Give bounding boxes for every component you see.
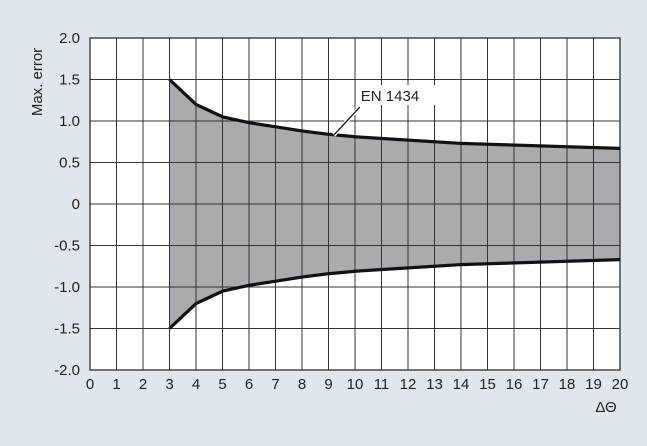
x-tick-label: 3 [165, 376, 173, 393]
y-tick-label: -1.0 [54, 279, 80, 296]
x-tick-label: 17 [532, 376, 549, 393]
x-tick-label: 18 [559, 376, 576, 393]
y-tick-label: 2.0 [59, 30, 80, 47]
x-tick-label: 11 [374, 376, 390, 393]
annotation-label-bg [357, 85, 442, 106]
x-tick-label: 7 [271, 376, 279, 393]
x-tick-label: 14 [453, 376, 470, 393]
x-tick-label: 1 [112, 376, 120, 393]
plot-frame [89, 37, 621, 371]
x-tick-label: 8 [298, 376, 306, 393]
x-tick-label: 19 [585, 376, 602, 393]
x-tick-label: 9 [324, 376, 332, 393]
x-tick-label: 20 [612, 376, 629, 393]
x-tick-label: 2 [139, 376, 147, 393]
annotation-label: EN 1434 [361, 88, 419, 105]
x-tick-label: 10 [347, 376, 364, 393]
x-tick-label: 4 [192, 376, 200, 393]
y-tick-label: 0.5 [59, 155, 80, 172]
x-tick-label: 0 [86, 376, 94, 393]
annotation-leader-line [333, 106, 361, 136]
upper-limit-curve [168, 78, 621, 150]
x-tick-label: 13 [426, 376, 443, 393]
y-tick-label: -0.5 [54, 238, 80, 255]
y-axis-label: Max. error [29, 48, 46, 116]
y-tick-label: 1.5 [59, 72, 80, 89]
y-tick-label: 1.0 [59, 113, 80, 130]
y-tick-label: 0 [72, 196, 80, 213]
y-tick-label: -1.5 [54, 321, 80, 338]
x-tick-label: 12 [400, 376, 417, 393]
y-tick-label: -2.0 [54, 362, 80, 379]
x-tick-label: 15 [479, 376, 496, 393]
lower-limit-curve [168, 258, 621, 330]
x-tick-label: 5 [218, 376, 226, 393]
x-tick-label: 16 [506, 376, 523, 393]
x-axis-label: ΔΘ [595, 399, 616, 416]
x-tick-label: 6 [245, 376, 253, 393]
